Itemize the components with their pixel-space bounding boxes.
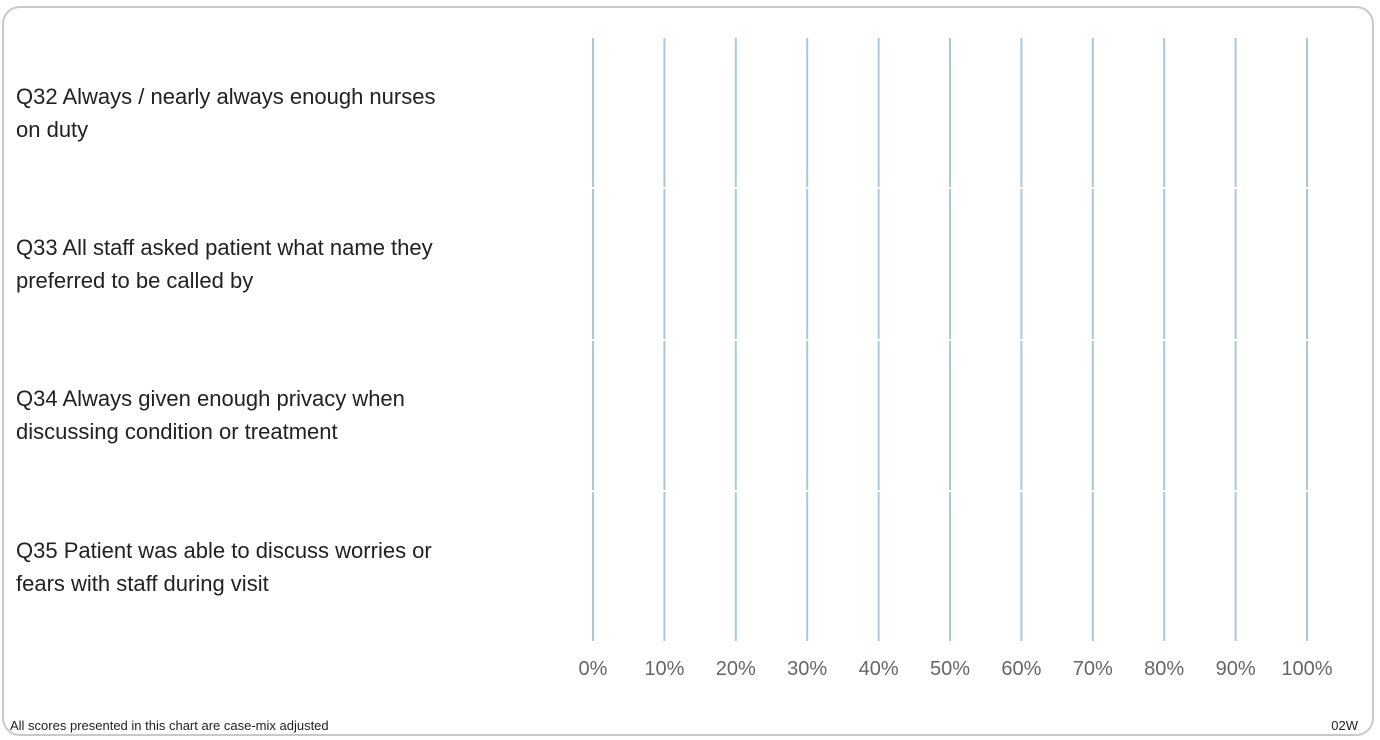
chart-frame [2,6,1374,736]
x-tick-label: 90% [1216,658,1256,680]
x-tick-label: 30% [787,658,827,680]
category-label-line: Q34 Always given enough privacy when [16,386,405,411]
category-label-line: Q33 All staff asked patient what name th… [16,235,433,260]
gridlines [592,38,1308,641]
category-label-line: discussing condition or treatment [16,419,338,444]
x-tick-label: 10% [644,658,684,680]
category-label-line: preferred to be called by [16,268,254,293]
chart-code: 02W [1331,718,1358,733]
x-tick-label: 0% [579,658,608,680]
x-tick-label: 80% [1144,658,1184,680]
x-tick-label: 100% [1281,658,1332,680]
x-axis-ticks: 0% 10% 20% 30% 40% 50% 60% 70% 80% 90% 100% [579,658,1333,680]
footnote: All scores presented in this chart are c… [10,718,329,733]
x-tick-label: 60% [1001,658,1041,680]
category-label-q32: Q32 Always / nearly always enough nurses… [16,80,576,146]
x-tick-label: 40% [859,658,899,680]
category-label-line: fears with staff during visit [16,571,269,596]
category-label-q35: Q35 Patient was able to discuss worries … [16,534,576,600]
category-label-line: on duty [16,117,89,142]
category-label-line: Q32 Always / nearly always enough nurses [16,84,436,109]
x-tick-label: 70% [1073,658,1113,680]
category-label-q33: Q33 All staff asked patient what name th… [16,231,576,297]
x-tick-label: 20% [716,658,756,680]
category-label-line: Q35 Patient was able to discuss worries … [16,538,432,563]
x-tick-label: 50% [930,658,970,680]
category-label-q34: Q34 Always given enough privacy when dis… [16,382,576,448]
